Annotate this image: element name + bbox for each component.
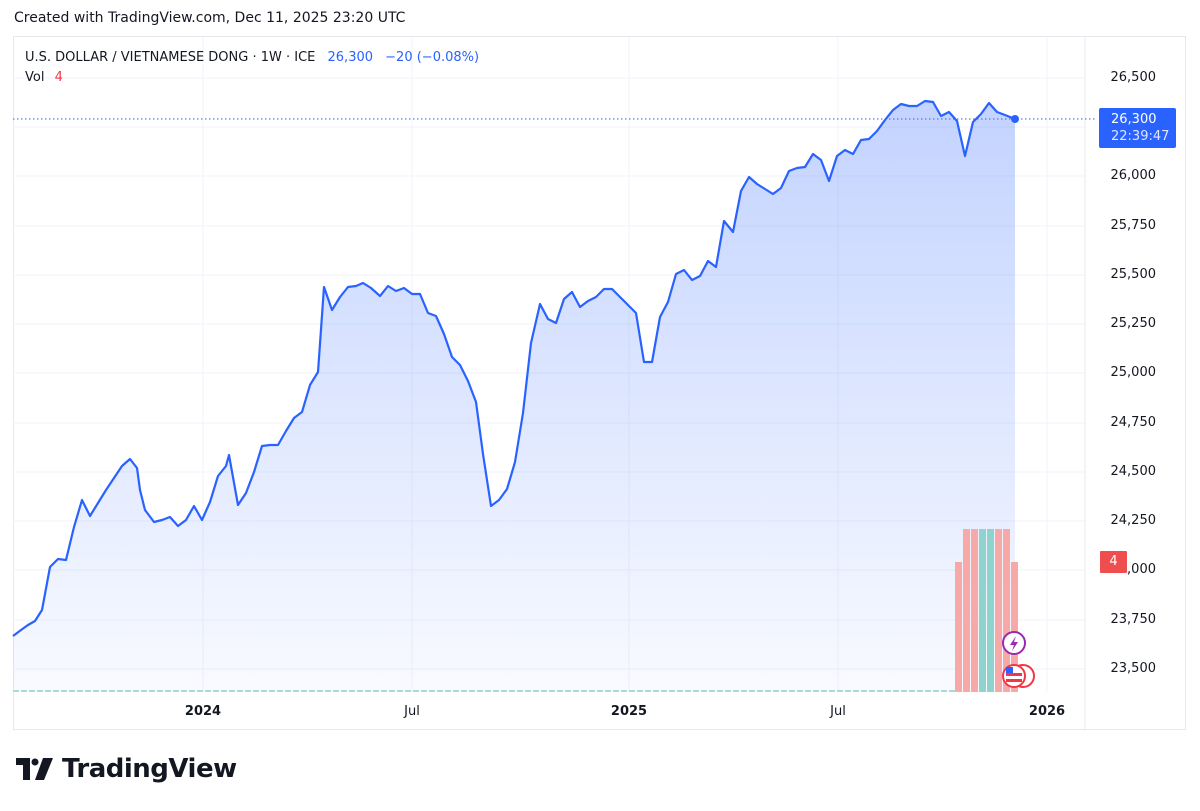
price-line bbox=[12, 99, 1016, 637]
price-label: 24,750 bbox=[1110, 415, 1157, 430]
chart-legend: U.S. DOLLAR / VIETNAMESE DONG · 1W · ICE… bbox=[25, 48, 479, 88]
price-label: 25,500 bbox=[1110, 267, 1157, 282]
volume-value-tag: 4 bbox=[1100, 551, 1127, 573]
price-label: 26,500 bbox=[1110, 70, 1157, 85]
price-label: 25,750 bbox=[1110, 218, 1157, 233]
current-price-tag: 26,300 22:39:47 bbox=[1099, 108, 1176, 148]
time-label: 2024 bbox=[184, 704, 222, 719]
bar-countdown: 22:39:47 bbox=[1111, 129, 1170, 144]
price-area-fill bbox=[13, 101, 1015, 692]
price-label: 23,750 bbox=[1110, 612, 1157, 627]
tradingview-logo[interactable]: TradingView bbox=[16, 754, 237, 784]
tradingview-logo-text: TradingView bbox=[62, 754, 237, 784]
time-label: 2026 bbox=[1028, 704, 1066, 719]
last-price-dot bbox=[1011, 115, 1019, 123]
time-label: 2025 bbox=[610, 704, 648, 719]
price-label: 24,250 bbox=[1110, 513, 1157, 528]
price-label: 24,500 bbox=[1110, 464, 1157, 479]
chart-frame bbox=[13, 36, 1186, 730]
current-price-value: 26,300 bbox=[1111, 112, 1157, 127]
lightning-event-icon bbox=[1002, 631, 1026, 655]
legend-change: −20 (−0.08%) bbox=[385, 50, 480, 65]
symbol-title[interactable]: U.S. DOLLAR / VIETNAMESE DONG · 1W · ICE bbox=[25, 50, 316, 65]
time-label: Jul bbox=[830, 704, 846, 719]
price-label: 23,500 bbox=[1110, 661, 1157, 676]
volume-bars bbox=[955, 529, 1018, 692]
price-label: 26,000 bbox=[1110, 168, 1157, 183]
tradingview-logo-icon bbox=[16, 758, 53, 780]
volume-indicator-value: 4 bbox=[54, 70, 63, 85]
created-with-caption: Created with TradingView.com, Dec 11, 20… bbox=[14, 10, 406, 26]
price-label: 25,000 bbox=[1110, 365, 1157, 380]
us-flag-event-icon bbox=[1002, 664, 1035, 688]
volume-indicator-label[interactable]: Vol bbox=[25, 70, 45, 85]
legend-price: 26,300 bbox=[327, 50, 374, 65]
time-label: Jul bbox=[404, 704, 420, 719]
price-label: 25,250 bbox=[1110, 316, 1157, 331]
